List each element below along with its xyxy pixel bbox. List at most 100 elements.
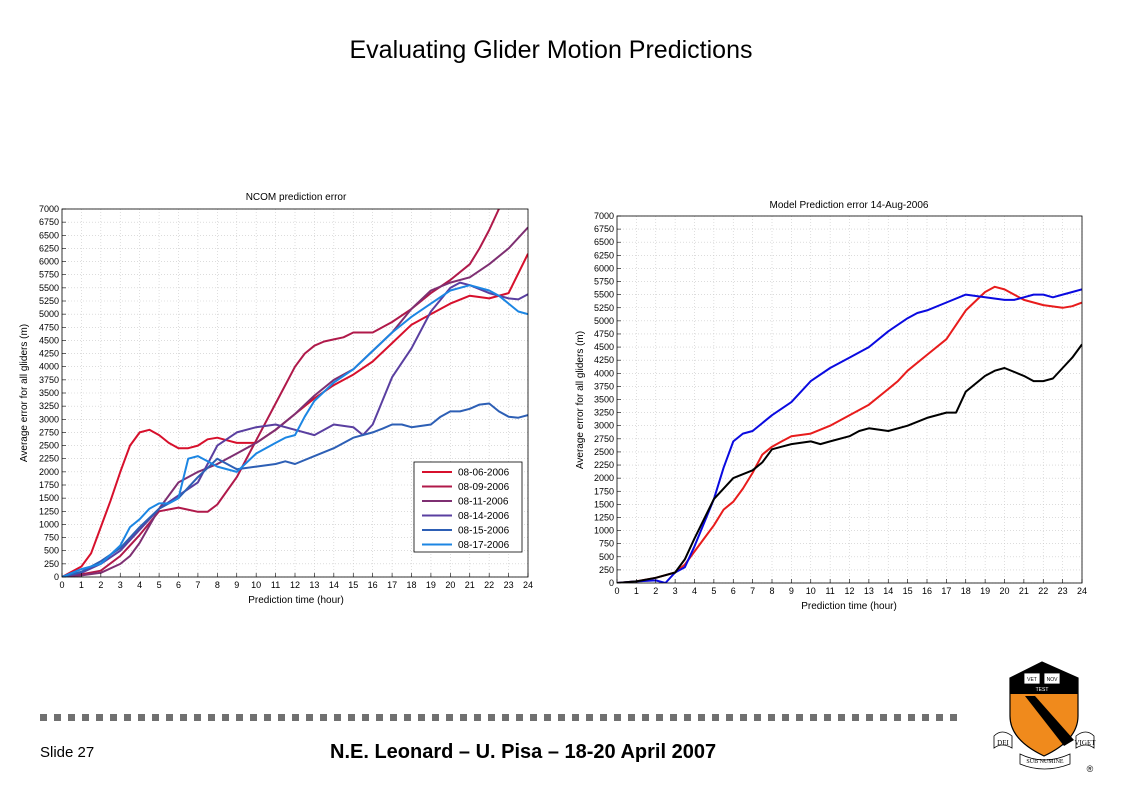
y-tick-label: 4750 (594, 329, 614, 339)
x-tick-label: 7 (195, 580, 200, 590)
y-tick-label: 6250 (39, 243, 59, 253)
y-tick-label: 4000 (39, 362, 59, 372)
y-tick-label: 750 (44, 533, 59, 543)
x-tick-label: 16 (922, 586, 932, 596)
series-line-08-09-2006 (62, 209, 501, 577)
y-tick-label: 750 (599, 539, 614, 549)
chart-title: Model Prediction error 14-Aug-2006 (770, 200, 929, 211)
x-tick-label: 1 (79, 580, 84, 590)
x-tick-label: 8 (769, 586, 774, 596)
y-tick-label: 5000 (39, 309, 59, 319)
x-tick-label: 8 (215, 580, 220, 590)
y-tick-label: 0 (54, 572, 59, 582)
x-tick-label: 9 (234, 580, 239, 590)
x-tick-label: 22 (484, 580, 494, 590)
x-tick-label: 23 (1058, 586, 1068, 596)
y-tick-label: 6500 (39, 230, 59, 240)
y-tick-label: 1500 (39, 493, 59, 503)
y-tick-label: 4250 (39, 349, 59, 359)
x-tick-label: 10 (806, 586, 816, 596)
x-tick-label: 21 (465, 580, 475, 590)
y-tick-label: 3750 (594, 381, 614, 391)
x-tick-label: 3 (118, 580, 123, 590)
y-tick-label: 3500 (39, 388, 59, 398)
charts-canvas: 0 1 2 3 4 5 6 7 8 9 10 11 12 13 14 15 16 17 18 19 20 21 22 23 24… (19, 192, 1087, 612)
y-tick-label: 3000 (594, 421, 614, 431)
y-tick-label: 1750 (594, 486, 614, 496)
y-axis-label: Average error for all gliders (m) (19, 324, 30, 462)
y-tick-label: 2250 (594, 460, 614, 470)
logo-motto-left: DEI (997, 739, 1009, 747)
x-tick-label: 12 (844, 586, 854, 596)
y-tick-label: 6500 (594, 237, 614, 247)
x-tick-label: 5 (711, 586, 716, 596)
logo-book-text-left: VET (1027, 677, 1037, 683)
princeton-shield-logo: VET NOV TEST DEI VIGET SUB NUMINE ® (993, 661, 1097, 774)
x-tick-label: 0 (59, 580, 64, 590)
legend-label: 08-09-2006 (458, 482, 510, 493)
x-tick-label: 11 (825, 586, 834, 596)
x-tick-label: 23 (504, 580, 514, 590)
y-tick-label: 2000 (39, 467, 59, 477)
x-tick-label: 22 (1038, 586, 1048, 596)
x-tick-label: 3 (673, 586, 678, 596)
slide-number: Slide 27 (40, 744, 95, 761)
y-tick-label: 5500 (39, 283, 59, 293)
series-line-1 (617, 285, 1082, 583)
y-tick-label: 2750 (39, 427, 59, 437)
legend-label: 08-14-2006 (458, 511, 510, 522)
y-tick-label: 1250 (594, 512, 614, 522)
x-tick-label: 13 (864, 586, 874, 596)
y-tick-label: 1750 (39, 480, 59, 490)
y-tick-label: 5500 (594, 290, 614, 300)
x-tick-label: 14 (883, 586, 893, 596)
x-tick-label: 6 (176, 580, 181, 590)
y-tick-label: 250 (44, 559, 59, 569)
y-tick-label: 500 (44, 546, 59, 556)
y-tick-label: 4500 (39, 335, 59, 345)
y-tick-label: 6000 (594, 263, 614, 273)
x-tick-label: 1 (634, 586, 639, 596)
y-tick-label: 500 (599, 552, 614, 562)
x-tick-label: 9 (789, 586, 794, 596)
y-tick-label: 1000 (594, 526, 614, 536)
y-tick-label: 6750 (594, 224, 614, 234)
series-line-3 (617, 343, 1082, 583)
logo-registered-mark: ® (1087, 764, 1094, 774)
x-tick-label: 2 (98, 580, 103, 590)
x-tick-label: 15 (348, 580, 358, 590)
legend-box (413, 461, 523, 553)
x-tick-label: 15 (903, 586, 913, 596)
y-tick-label: 5000 (594, 316, 614, 326)
x-tick-label: 2 (653, 586, 658, 596)
x-tick-label: 24 (523, 580, 533, 590)
x-tick-label: 20 (445, 580, 455, 590)
y-tick-label: 5750 (39, 270, 59, 280)
logo-motto-center: SUB NUMINE (1026, 759, 1064, 765)
x-axis-label: Prediction time (hour) (801, 601, 897, 612)
legend: 08-06-2006 08-09-2006 08-11-2006 08-14-2006… (413, 461, 523, 553)
x-tick-label: 18 (406, 580, 416, 590)
series-line-08-15-2006 (62, 402, 528, 577)
legend-label: 08-06-2006 (458, 468, 510, 479)
x-tick-label: 19 (980, 586, 990, 596)
x-tick-label: 19 (426, 580, 436, 590)
x-tick-label: 17 (387, 580, 397, 590)
x-tick-label: 17 (941, 586, 951, 596)
footer-divider (40, 714, 957, 721)
y-tick-label: 7000 (594, 211, 614, 221)
x-tick-label: 10 (251, 580, 261, 590)
x-tick-label: 0 (614, 586, 619, 596)
x-tick-label: 16 (368, 580, 378, 590)
y-tick-label: 5750 (594, 277, 614, 287)
footer-presenter: N.E. Leonard – U. Pisa – 18-20 April 200… (330, 741, 717, 763)
legend-label: 08-15-2006 (458, 526, 510, 537)
logo-motto-right: VIGET (1075, 739, 1097, 747)
y-tick-label: 4000 (594, 368, 614, 378)
chart-1: 0 1 2 3 4 5 6 7 8 9 10 11 12 13 14 15 16 17 18 19 20 21 22 23 24… (19, 192, 533, 606)
chart-2: 0 1 2 3 4 5 6 7 8 9 10 11 12 13 14 15 16 17 18 19 20 21 22 23 24… (575, 200, 1087, 612)
y-tick-label: 6000 (39, 257, 59, 267)
y-tick-label: 4750 (39, 322, 59, 332)
chart-title: NCOM prediction error (246, 192, 347, 203)
y-tick-label: 3000 (39, 414, 59, 424)
